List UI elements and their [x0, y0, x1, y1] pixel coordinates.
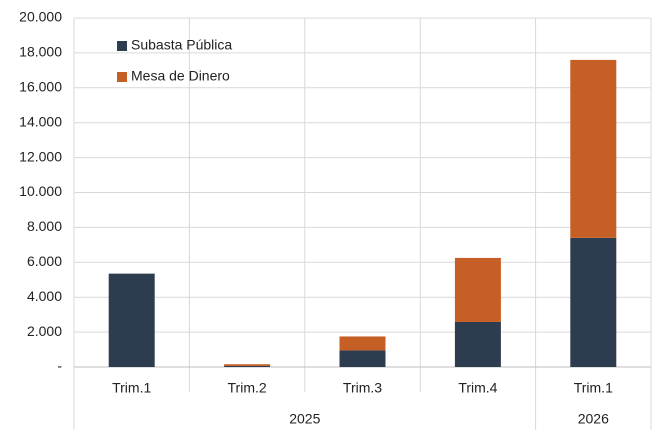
- legend-swatch: [117, 41, 127, 51]
- x-tick-label: Trim.3: [343, 380, 382, 396]
- bar-segment: [339, 350, 386, 367]
- y-tick-label: 4.000: [27, 288, 62, 304]
- legend-label: Mesa de Dinero: [131, 68, 230, 84]
- y-tick-label: 2.000: [27, 323, 62, 339]
- bar-segment: [339, 336, 386, 351]
- bar-segment: [108, 273, 155, 367]
- x-tick-label: Trim.4: [458, 380, 497, 396]
- y-tick-label: 10.000: [19, 183, 62, 199]
- x-tick-label: Trim.2: [228, 380, 267, 396]
- bar-segment: [570, 59, 617, 238]
- bar-segment: [224, 365, 271, 367]
- y-tick-label: -: [57, 358, 62, 374]
- y-tick-label: 18.000: [19, 44, 62, 60]
- y-tick-label: 20.000: [19, 9, 62, 25]
- bar-segment: [454, 257, 501, 322]
- x-tick-label: Trim.1: [112, 380, 151, 396]
- y-tick-label: 6.000: [27, 253, 62, 269]
- legend-swatch: [117, 72, 127, 82]
- group-label: 2026: [578, 411, 609, 427]
- legend-label: Subasta Pública: [131, 37, 232, 53]
- x-tick-label: Trim.1: [574, 380, 613, 396]
- y-tick-label: 16.000: [19, 79, 62, 95]
- bar-segment: [570, 237, 617, 367]
- group-label: 2025: [289, 411, 320, 427]
- bar-segment: [224, 364, 271, 366]
- bar-segment: [454, 321, 501, 367]
- y-tick-label: 14.000: [19, 113, 62, 129]
- y-tick-label: 12.000: [19, 148, 62, 164]
- y-tick-label: 8.000: [27, 218, 62, 234]
